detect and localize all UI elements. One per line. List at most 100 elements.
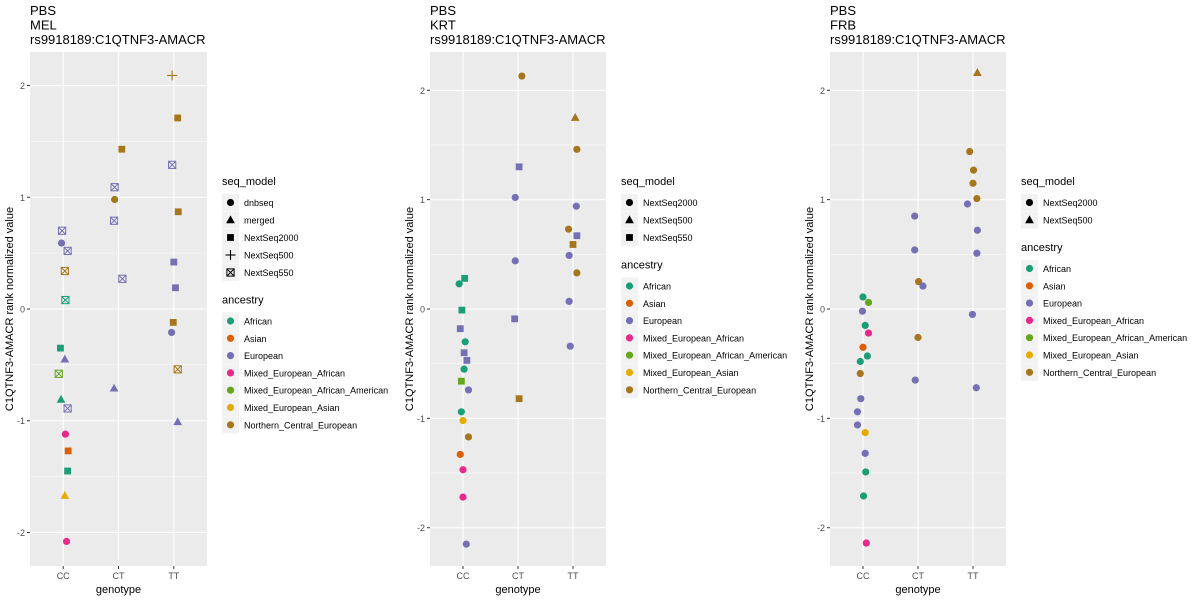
data-point (60, 354, 70, 363)
legend-label: Mixed_European_African (1043, 316, 1144, 326)
y-tick-label: 0 (820, 305, 825, 315)
data-point (573, 269, 581, 277)
data-point (456, 325, 464, 333)
legend-key-circle (1025, 264, 1034, 273)
legend-key-circle (226, 317, 235, 325)
legend-key-circle (226, 198, 235, 207)
legend-key-circle (1025, 299, 1034, 307)
data-point (569, 241, 577, 248)
legend-key-circle (226, 334, 235, 342)
legend-label: European (1043, 299, 1082, 309)
data-point (62, 537, 71, 546)
data-point (60, 266, 69, 276)
legend-key-circle (1025, 368, 1034, 376)
data-point (853, 421, 862, 429)
ancestry-legend: ancestry African Asian European Mixed_Europe… (222, 295, 388, 434)
data-point (963, 200, 972, 208)
data-point (118, 145, 126, 153)
legend-label: African (244, 317, 272, 327)
legend-title: ancestry (621, 260, 663, 272)
data-point (973, 68, 982, 76)
x-tick-label: TT (168, 571, 179, 581)
legend-label: Mixed_European_African_American (244, 386, 388, 396)
legend-key-circle (625, 351, 634, 359)
legend-label: European (643, 316, 682, 326)
legend-key-circle (625, 299, 634, 307)
data-point (511, 257, 519, 265)
legend-label: African (1043, 264, 1071, 274)
legend-label: NextSeq550 (244, 268, 294, 278)
data-point (169, 319, 177, 326)
y-tick-label: 1 (420, 195, 425, 205)
data-point (566, 342, 574, 350)
legend-label: European (244, 351, 283, 361)
legend-label: NextSeq500 (643, 216, 693, 226)
legend-label: Northern_Central_European (1043, 368, 1156, 378)
data-point (973, 226, 982, 234)
legend-key-circle (625, 198, 634, 207)
legend-label: NextSeq2000 (1043, 198, 1098, 208)
y-tick-label: -1 (17, 416, 25, 426)
y-tick-label: -2 (17, 528, 25, 538)
legend-label: African (643, 282, 671, 292)
data-point (515, 395, 523, 403)
data-point (859, 492, 868, 500)
legend-key-circle (226, 421, 235, 429)
data-point (174, 114, 182, 122)
data-point (57, 344, 64, 352)
data-point (864, 298, 873, 307)
legend-label: Mixed_European_African (643, 333, 744, 343)
ancestry-legend: ancestry African Asian European Mixed_Europe… (621, 260, 787, 399)
data-point (518, 72, 526, 80)
y-tick-label: 1 (20, 193, 25, 203)
legend-title: seq_model (1021, 176, 1075, 188)
legend-key-triangle (1025, 215, 1034, 224)
data-point (174, 208, 182, 216)
legend-title: seq_model (222, 176, 276, 188)
legend-label: NextSeq500 (244, 251, 294, 261)
y-tick-label: 0 (20, 305, 25, 315)
data-point (109, 383, 119, 392)
x-tick-label: TT (968, 571, 979, 581)
data-point (572, 202, 580, 210)
legend-label: Asian (1043, 281, 1066, 291)
data-point (966, 147, 974, 156)
data-point (911, 246, 919, 254)
data-point (969, 166, 978, 174)
data-point (57, 239, 66, 247)
data-point (173, 365, 182, 374)
data-point (168, 328, 176, 337)
legend-key-circle (1025, 351, 1034, 359)
data-point (460, 365, 468, 373)
data-point (61, 430, 69, 438)
legend-key-square (227, 234, 234, 241)
data-point (167, 70, 178, 81)
data-point (64, 467, 72, 475)
y-axis-title: C1QTNF3-AMACR rank normalized value (4, 207, 16, 411)
x-tick-label: TT (568, 571, 579, 581)
data-point (168, 160, 177, 169)
data-point (60, 491, 70, 499)
data-point (911, 376, 919, 384)
legend-label: dnbseq (244, 198, 274, 208)
data-point (973, 194, 981, 203)
y-tick-label: -2 (817, 523, 825, 533)
data-point (515, 163, 523, 171)
data-point (973, 249, 981, 257)
x-tick-label: CC (857, 571, 870, 581)
data-point (64, 447, 72, 455)
data-point (857, 395, 865, 403)
data-point (565, 297, 573, 305)
x-axis-title: genotype (895, 584, 940, 596)
legend-label: Mixed_European_Asian (643, 368, 739, 378)
y-axis-title: C1QTNF3-AMACR rank normalized value (804, 207, 816, 411)
legend-key-circle (625, 334, 634, 342)
y-tick-label: 0 (420, 305, 425, 315)
legend-key-triangle (226, 215, 235, 224)
legend-label: NextSeq500 (1043, 216, 1093, 226)
data-point (461, 274, 469, 282)
data-point (459, 466, 467, 474)
data-point (457, 408, 465, 416)
